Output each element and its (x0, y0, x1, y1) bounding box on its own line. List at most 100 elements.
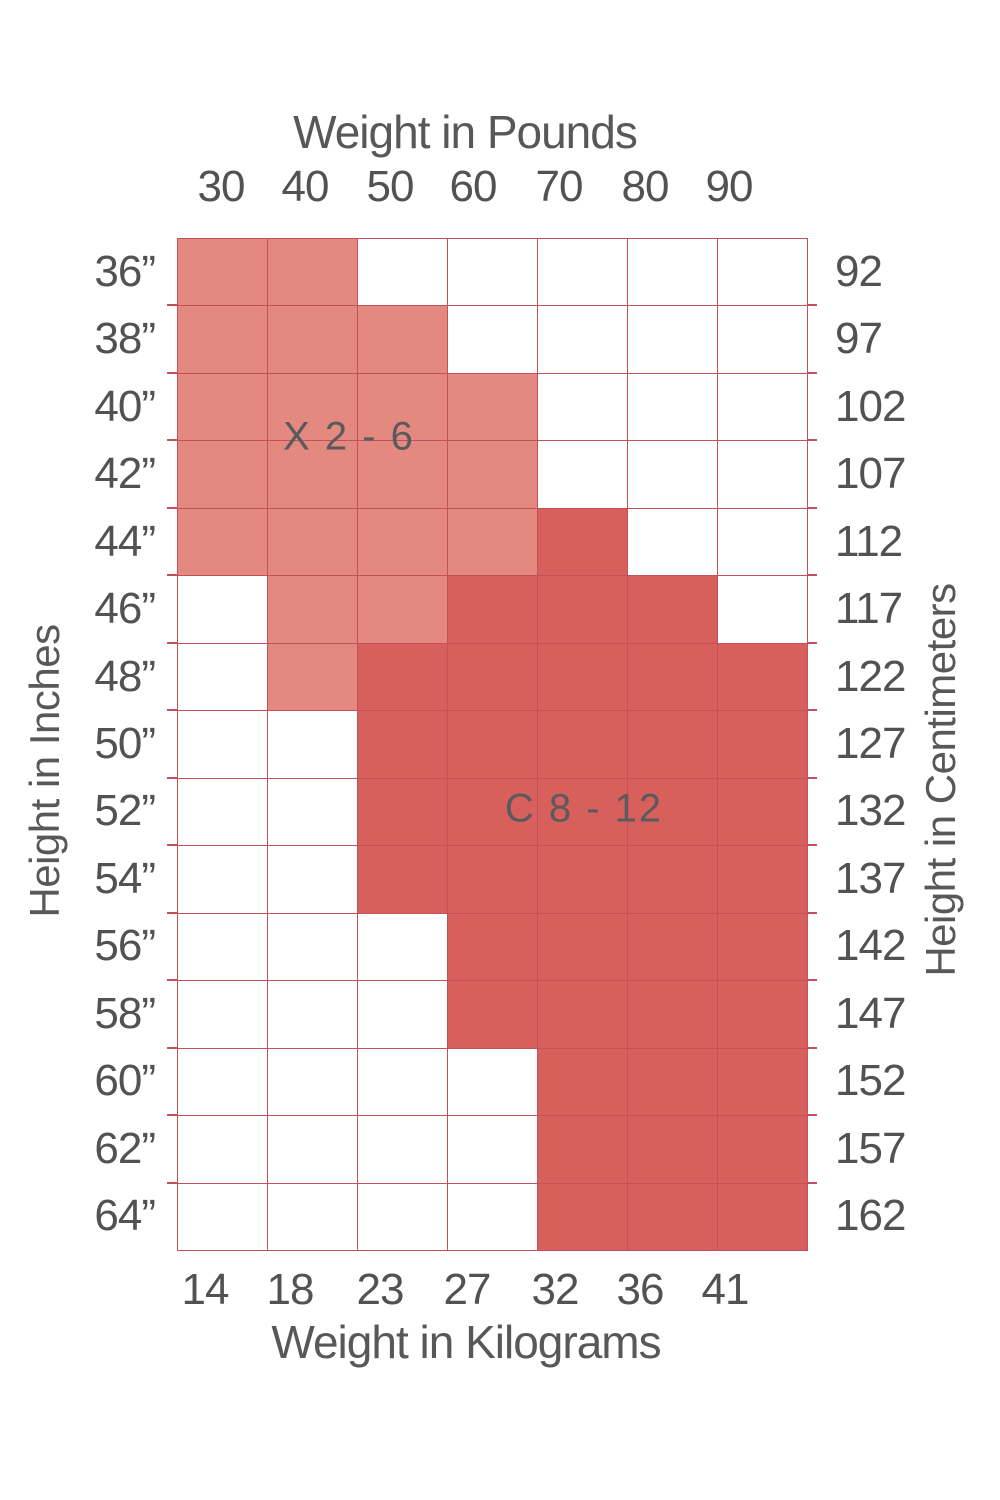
grid-cell (178, 441, 268, 509)
inch-tick-label: 62” (94, 1123, 156, 1173)
grid-cell (178, 643, 268, 712)
grid-cell (268, 1183, 358, 1251)
kg-tick-label: 14 (181, 1265, 230, 1314)
row-tick-mark-left (167, 979, 177, 982)
cm-tick-label: 92 (835, 246, 883, 296)
grid-cell (268, 239, 358, 307)
grid-cell (268, 981, 358, 1049)
row-tick-mark-right (807, 641, 817, 644)
grid-cell (628, 778, 718, 847)
grid-cell (178, 373, 268, 442)
cm-tick-label: 122 (835, 651, 906, 701)
inch-tick-label: 36” (94, 246, 156, 296)
grid-cell (178, 846, 268, 914)
grid-cell (538, 846, 628, 914)
grid-cell (628, 846, 718, 914)
grid-cell (628, 643, 718, 712)
inch-tick-label: 54” (94, 853, 156, 903)
grid-cell (448, 508, 538, 577)
row-tick-mark-right (807, 371, 817, 374)
grid-cell (448, 373, 538, 442)
grid-cell (628, 373, 718, 442)
grid-cell (358, 981, 448, 1049)
row-tick-mark-left (167, 1181, 177, 1184)
grid-cell (628, 239, 718, 307)
region-label-c-8-12: C 8 - 12 (504, 786, 664, 831)
grid-cell (358, 508, 448, 577)
grid-cell (718, 846, 808, 914)
grid-cell (628, 913, 718, 982)
region-label-x-2-6: X 2 - 6 (283, 414, 415, 459)
kg-tick-label: 23 (356, 1265, 405, 1314)
grid-cell (268, 913, 358, 982)
pound-tick-label: 90 (705, 162, 754, 211)
kg-tick-label: 18 (266, 1265, 315, 1314)
grid-cell (718, 711, 808, 779)
grid-cell (628, 1048, 718, 1117)
row-tick-mark-left (167, 776, 177, 779)
grid-cell (358, 239, 448, 307)
grid-cell (538, 373, 628, 442)
pound-tick-label: 70 (535, 162, 584, 211)
inch-tick-label: 48” (94, 651, 156, 701)
grid-cell (718, 508, 808, 577)
row-tick-mark-left (167, 709, 177, 712)
grid-cell (538, 441, 628, 509)
row-tick-mark-right (807, 979, 817, 982)
grid-cell (178, 576, 268, 644)
grid-cell (718, 1048, 808, 1117)
grid-cell (718, 576, 808, 644)
grid-cell (718, 441, 808, 509)
row-tick-mark-right (807, 1114, 817, 1117)
pound-tick-label: 40 (281, 162, 330, 211)
grid-cell (178, 306, 268, 374)
grid-cell (448, 846, 538, 914)
grid-cell (538, 643, 628, 712)
grid-cell (268, 441, 358, 509)
grid-cell (358, 306, 448, 374)
grid-cell (538, 306, 628, 374)
right-axis-title: Height in Centimeters (917, 583, 964, 977)
grid-cell (628, 981, 718, 1049)
grid-cell (358, 1048, 448, 1117)
grid-cell (538, 239, 628, 307)
left-axis-title: Height in Inches (21, 624, 68, 918)
cm-tick-label: 162 (835, 1191, 906, 1241)
row-tick-mark-right (807, 574, 817, 577)
size-grid (177, 238, 808, 1251)
inch-tick-label: 60” (94, 1056, 156, 1106)
kg-tick-label: 32 (531, 1265, 580, 1314)
cm-tick-label: 137 (835, 853, 906, 903)
pound-tick-label: 50 (366, 162, 415, 211)
grid-cell (718, 1183, 808, 1251)
grid-cell (268, 846, 358, 914)
cm-tick-label: 157 (835, 1123, 906, 1173)
grid-cell (628, 1183, 718, 1251)
inch-tick-label: 42” (94, 449, 156, 499)
row-tick-mark-left (167, 371, 177, 374)
grid-cell (358, 1116, 448, 1184)
grid-cell (358, 643, 448, 712)
row-tick-mark-right (807, 844, 817, 847)
cm-tick-label: 142 (835, 921, 906, 971)
grid-cell (448, 981, 538, 1049)
inch-tick-label: 40” (94, 381, 156, 431)
grid-cell (718, 913, 808, 982)
grid-cell (268, 576, 358, 644)
grid-cell (448, 306, 538, 374)
inch-tick-label: 50” (94, 719, 156, 768)
grid-cell (178, 981, 268, 1049)
row-tick-mark-left (167, 911, 177, 914)
inch-tick-label: 46” (94, 584, 156, 634)
cm-tick-label: 117 (835, 584, 903, 634)
row-tick-mark-right (807, 911, 817, 914)
grid-cell (178, 1048, 268, 1117)
grid-cell (448, 239, 538, 307)
pound-tick-label: 60 (449, 162, 498, 211)
grid-cell (268, 373, 358, 442)
row-tick-mark-left (167, 439, 177, 442)
grid-cell (718, 306, 808, 374)
grid-cell (268, 778, 358, 847)
grid-cell (718, 981, 808, 1049)
grid-cell (448, 441, 538, 509)
